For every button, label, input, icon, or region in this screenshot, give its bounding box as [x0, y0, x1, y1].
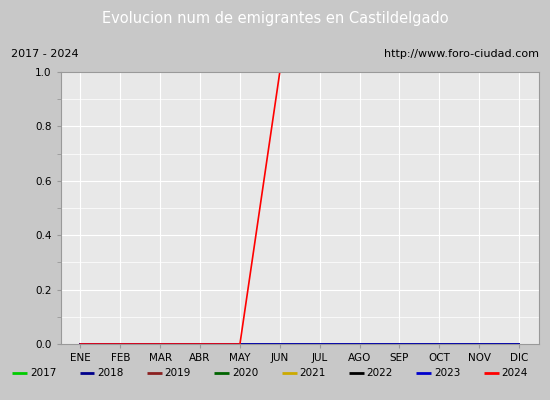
Text: http://www.foro-ciudad.com: http://www.foro-ciudad.com [384, 49, 539, 59]
Text: 2017 - 2024: 2017 - 2024 [11, 49, 79, 59]
Text: 2022: 2022 [367, 368, 393, 378]
Text: 2023: 2023 [434, 368, 460, 378]
Text: Evolucion num de emigrantes en Castildelgado: Evolucion num de emigrantes en Castildel… [102, 10, 448, 26]
Text: 2019: 2019 [164, 368, 191, 378]
Text: 2017: 2017 [30, 368, 56, 378]
Text: 2018: 2018 [97, 368, 124, 378]
Text: 2021: 2021 [299, 368, 326, 378]
Text: 2024: 2024 [502, 368, 528, 378]
Text: 2020: 2020 [232, 368, 258, 378]
